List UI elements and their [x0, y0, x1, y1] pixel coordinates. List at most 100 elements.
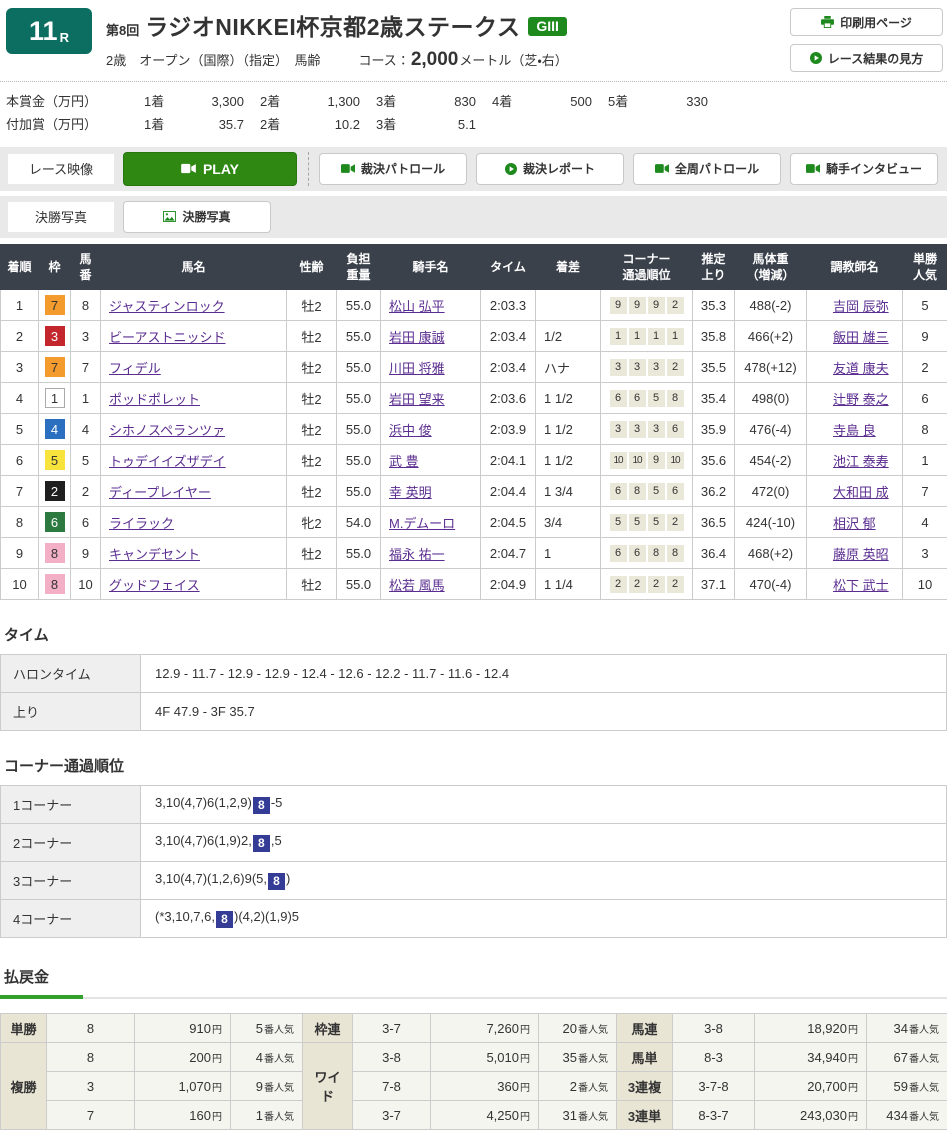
prize-amount: 35.7 — [180, 113, 244, 136]
trainer-link[interactable]: 松下 武士 — [833, 578, 889, 593]
horse-link[interactable]: ジャスティンロック — [109, 299, 225, 314]
corner-position: 5 — [648, 390, 665, 407]
prize-place: 5着 — [608, 90, 644, 113]
finish-time: 2:03.9 — [481, 414, 536, 445]
payout-row: 7 160円 1番人気 3-7 4,250円 31番人気 3連単 8-3-7 2… — [1, 1101, 947, 1130]
row-label: 4コーナー — [1, 900, 141, 938]
corner-position: 6 — [667, 483, 684, 500]
print-page-button[interactable]: 印刷用ページ — [790, 8, 943, 36]
patrol-button[interactable]: 全周パトロール — [633, 153, 781, 185]
jockey-link[interactable]: 福永 祐一 — [389, 547, 445, 562]
payout-popularity: 5番人気 — [231, 1014, 303, 1043]
col-header-horse-name: 馬名 — [101, 244, 287, 289]
trainer-link[interactable]: 池江 泰寿 — [833, 454, 889, 469]
finish-position: 10 — [1, 569, 39, 600]
horse-link[interactable]: フィデル — [109, 361, 161, 376]
payout-popularity: 2番人気 — [539, 1072, 617, 1101]
bet-type-umaren: 馬連 — [617, 1014, 673, 1043]
corner-position: 5 — [648, 514, 665, 531]
payout-amount: 243,030円 — [755, 1101, 867, 1130]
trainer-link[interactable]: 飯田 雄三 — [833, 330, 889, 345]
corner-position: 2 — [667, 576, 684, 593]
jockey-link[interactable]: 松山 弘平 — [389, 299, 445, 314]
patrol-button[interactable]: 騎手インタビュー — [790, 153, 938, 185]
frame-cell: 6 — [39, 507, 71, 538]
finish-position: 4 — [1, 383, 39, 414]
frame-cell: 2 — [39, 476, 71, 507]
payout-combination: 8-3-7 — [673, 1101, 755, 1130]
trainer-link[interactable]: 寺島 良 — [833, 423, 876, 438]
horse-name-cell: グッドフェイス — [101, 569, 287, 600]
trainer-link[interactable]: 辻野 泰之 — [833, 392, 889, 407]
yen-suffix: 円 — [848, 1025, 858, 1036]
patrol-button[interactable]: 裁決パトロール — [319, 153, 467, 185]
horse-link[interactable]: トゥデイイズザデイ — [109, 454, 226, 469]
jockey-link[interactable]: M.デムーロ — [389, 516, 455, 531]
horse-link[interactable]: キャンデセント — [109, 547, 200, 562]
play-button[interactable]: PLAY — [123, 152, 297, 186]
trainer-link[interactable]: 吉岡 辰弥 — [833, 299, 889, 314]
finish-position: 8 — [1, 507, 39, 538]
frame-cell: 7 — [39, 290, 71, 321]
trainer-link[interactable]: 藤原 英昭 — [833, 547, 889, 562]
jockey-link[interactable]: 松若 風馬 — [389, 578, 445, 593]
horse-link[interactable]: シホノスペランツァ — [109, 423, 225, 438]
win-popularity: 4 — [903, 507, 947, 538]
horse-weight: 470(-4) — [735, 569, 807, 600]
horse-number: 2 — [71, 476, 101, 507]
payout-amount: 34,940円 — [755, 1043, 867, 1072]
horse-link[interactable]: ポッドポレット — [109, 392, 200, 407]
highlighted-horse-number: 8 — [253, 835, 270, 852]
corner-position: 10 — [629, 452, 646, 469]
yen-suffix: 円 — [520, 1025, 530, 1036]
frame-number: 3 — [45, 326, 65, 346]
finish-time: 2:04.9 — [481, 569, 536, 600]
button-label: 騎手インタビュー — [826, 160, 922, 177]
row-value: 4F 47.9 - 3F 35.7 — [141, 693, 947, 731]
popularity-value: 20 — [563, 1021, 577, 1036]
payout-popularity: 59番人気 — [867, 1072, 947, 1101]
bet-type-fukusho: 複勝 — [1, 1043, 47, 1130]
jockey-link[interactable]: 武 豊 — [389, 454, 419, 469]
horse-link[interactable]: ビーアストニッシド — [109, 330, 225, 345]
carried-weight: 55.0 — [337, 383, 381, 414]
corner-position: 9 — [648, 297, 665, 314]
race-conditions: 2歳 オープン（国際）（指定） 馬齢 — [106, 53, 320, 68]
patrol-button[interactable]: 裁決レポート — [476, 153, 624, 185]
frame-cell: 3 — [39, 321, 71, 352]
horse-link[interactable]: ディープレイヤー — [109, 485, 211, 500]
horse-link[interactable]: グッドフェイス — [109, 578, 200, 593]
jockey-link[interactable]: 幸 英明 — [389, 485, 432, 500]
jockey-link[interactable]: 浜中 俊 — [389, 423, 432, 438]
payout-heading: 払戻金 — [0, 966, 83, 999]
button-label: レース結果の見方 — [828, 50, 923, 67]
finish-photo-button[interactable]: 決勝写真 — [123, 201, 271, 233]
payout-row: 3 1,070円 9番人気 7-8 360円 2番人気 3連複 3-7-8 20… — [1, 1072, 947, 1101]
horse-link[interactable]: ライラック — [109, 516, 174, 531]
payout-combination: 3-7 — [353, 1014, 431, 1043]
prize-amount: 1,300 — [296, 90, 360, 113]
amount-value: 360 — [497, 1079, 519, 1094]
amount-value: 1,070 — [178, 1079, 211, 1094]
prize-amount: 830 — [412, 90, 476, 113]
trainer-link[interactable]: 大和田 成 — [833, 485, 889, 500]
jockey-link[interactable]: 岩田 康誠 — [389, 330, 445, 345]
frame-number: 2 — [45, 481, 65, 501]
horse-name-cell: ライラック — [101, 507, 287, 538]
jockey-cell: 松山 弘平 — [381, 290, 481, 321]
payout-amount: 20,700円 — [755, 1072, 867, 1101]
jockey-link[interactable]: 岩田 望来 — [389, 392, 445, 407]
trainer-link[interactable]: 相沢 郁 — [833, 516, 876, 531]
results-guide-button[interactable]: レース結果の見方 — [790, 44, 943, 72]
payout-amount: 18,920円 — [755, 1014, 867, 1043]
jockey-cell: 川田 将雅 — [381, 352, 481, 383]
jockey-link[interactable]: 川田 将雅 — [389, 361, 445, 376]
ninki-suffix: 番人気 — [578, 1054, 608, 1065]
trainer-link[interactable]: 友道 康夫 — [833, 361, 889, 376]
